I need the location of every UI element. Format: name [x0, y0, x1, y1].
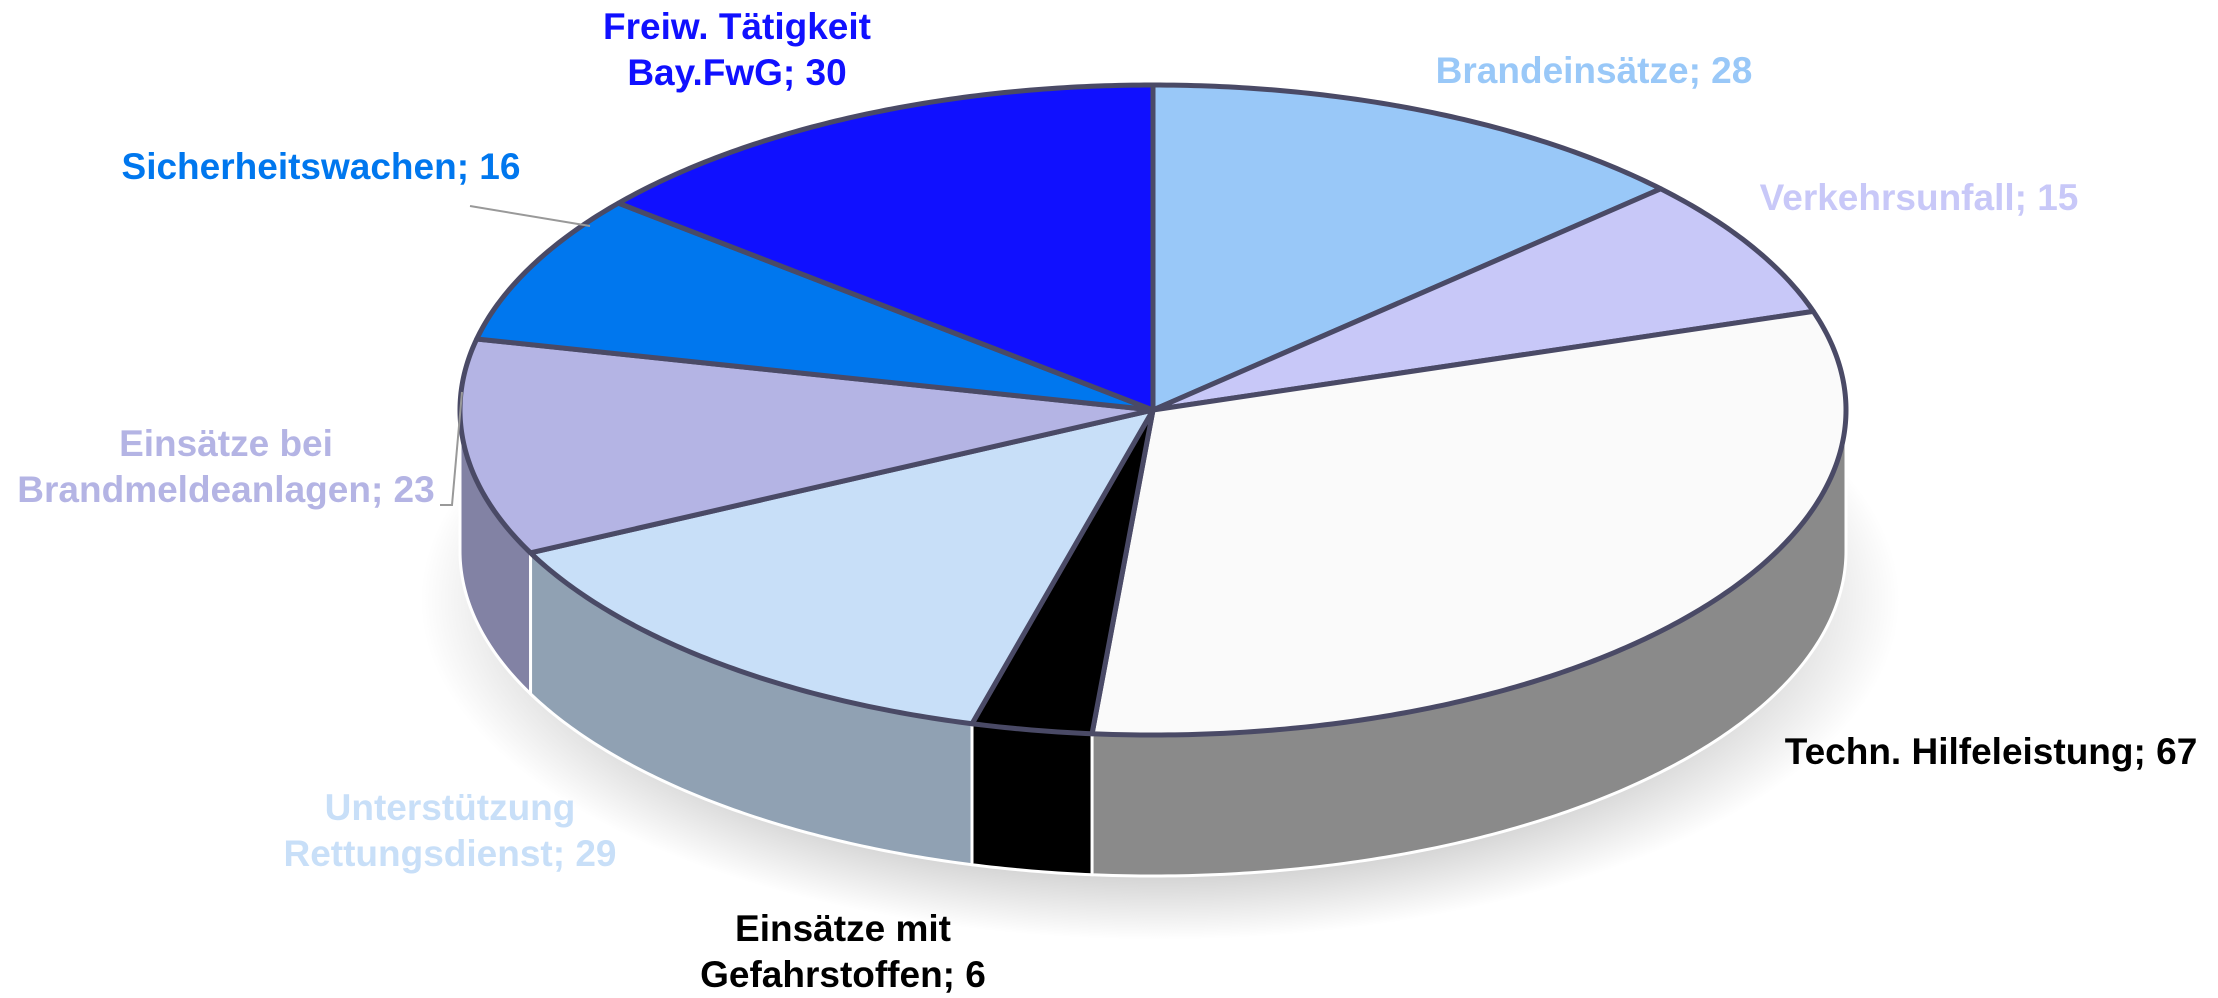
data-label: Freiw. Tätigkeit Bay.FwG; 30 — [603, 6, 871, 93]
slice — [1150, 186, 1816, 413]
leader-line — [469, 205, 591, 227]
slice-side — [970, 722, 1094, 877]
data-label: Brandeinsätze; 28 — [1435, 50, 1753, 91]
data-label: Techn. Hilfeleistung; 67 — [1784, 731, 2198, 772]
slice — [474, 200, 1156, 413]
leader-line — [440, 391, 463, 506]
data-label: Sicherheitswachen; 16 — [121, 146, 521, 187]
slice — [1150, 82, 1664, 413]
data-label: Einsätze mit Gefahrstoffen; 6 — [700, 908, 986, 995]
slice — [1089, 308, 1849, 738]
slice — [616, 82, 1156, 413]
data-label: Verkehrsunfall; 15 — [1759, 177, 2079, 218]
slice — [528, 407, 1156, 727]
data-label: Unterstützung Rettungsdienst; 29 — [283, 787, 617, 874]
data-label: Einsätze bei Brandmeldeanlagen; 23 — [17, 423, 435, 510]
